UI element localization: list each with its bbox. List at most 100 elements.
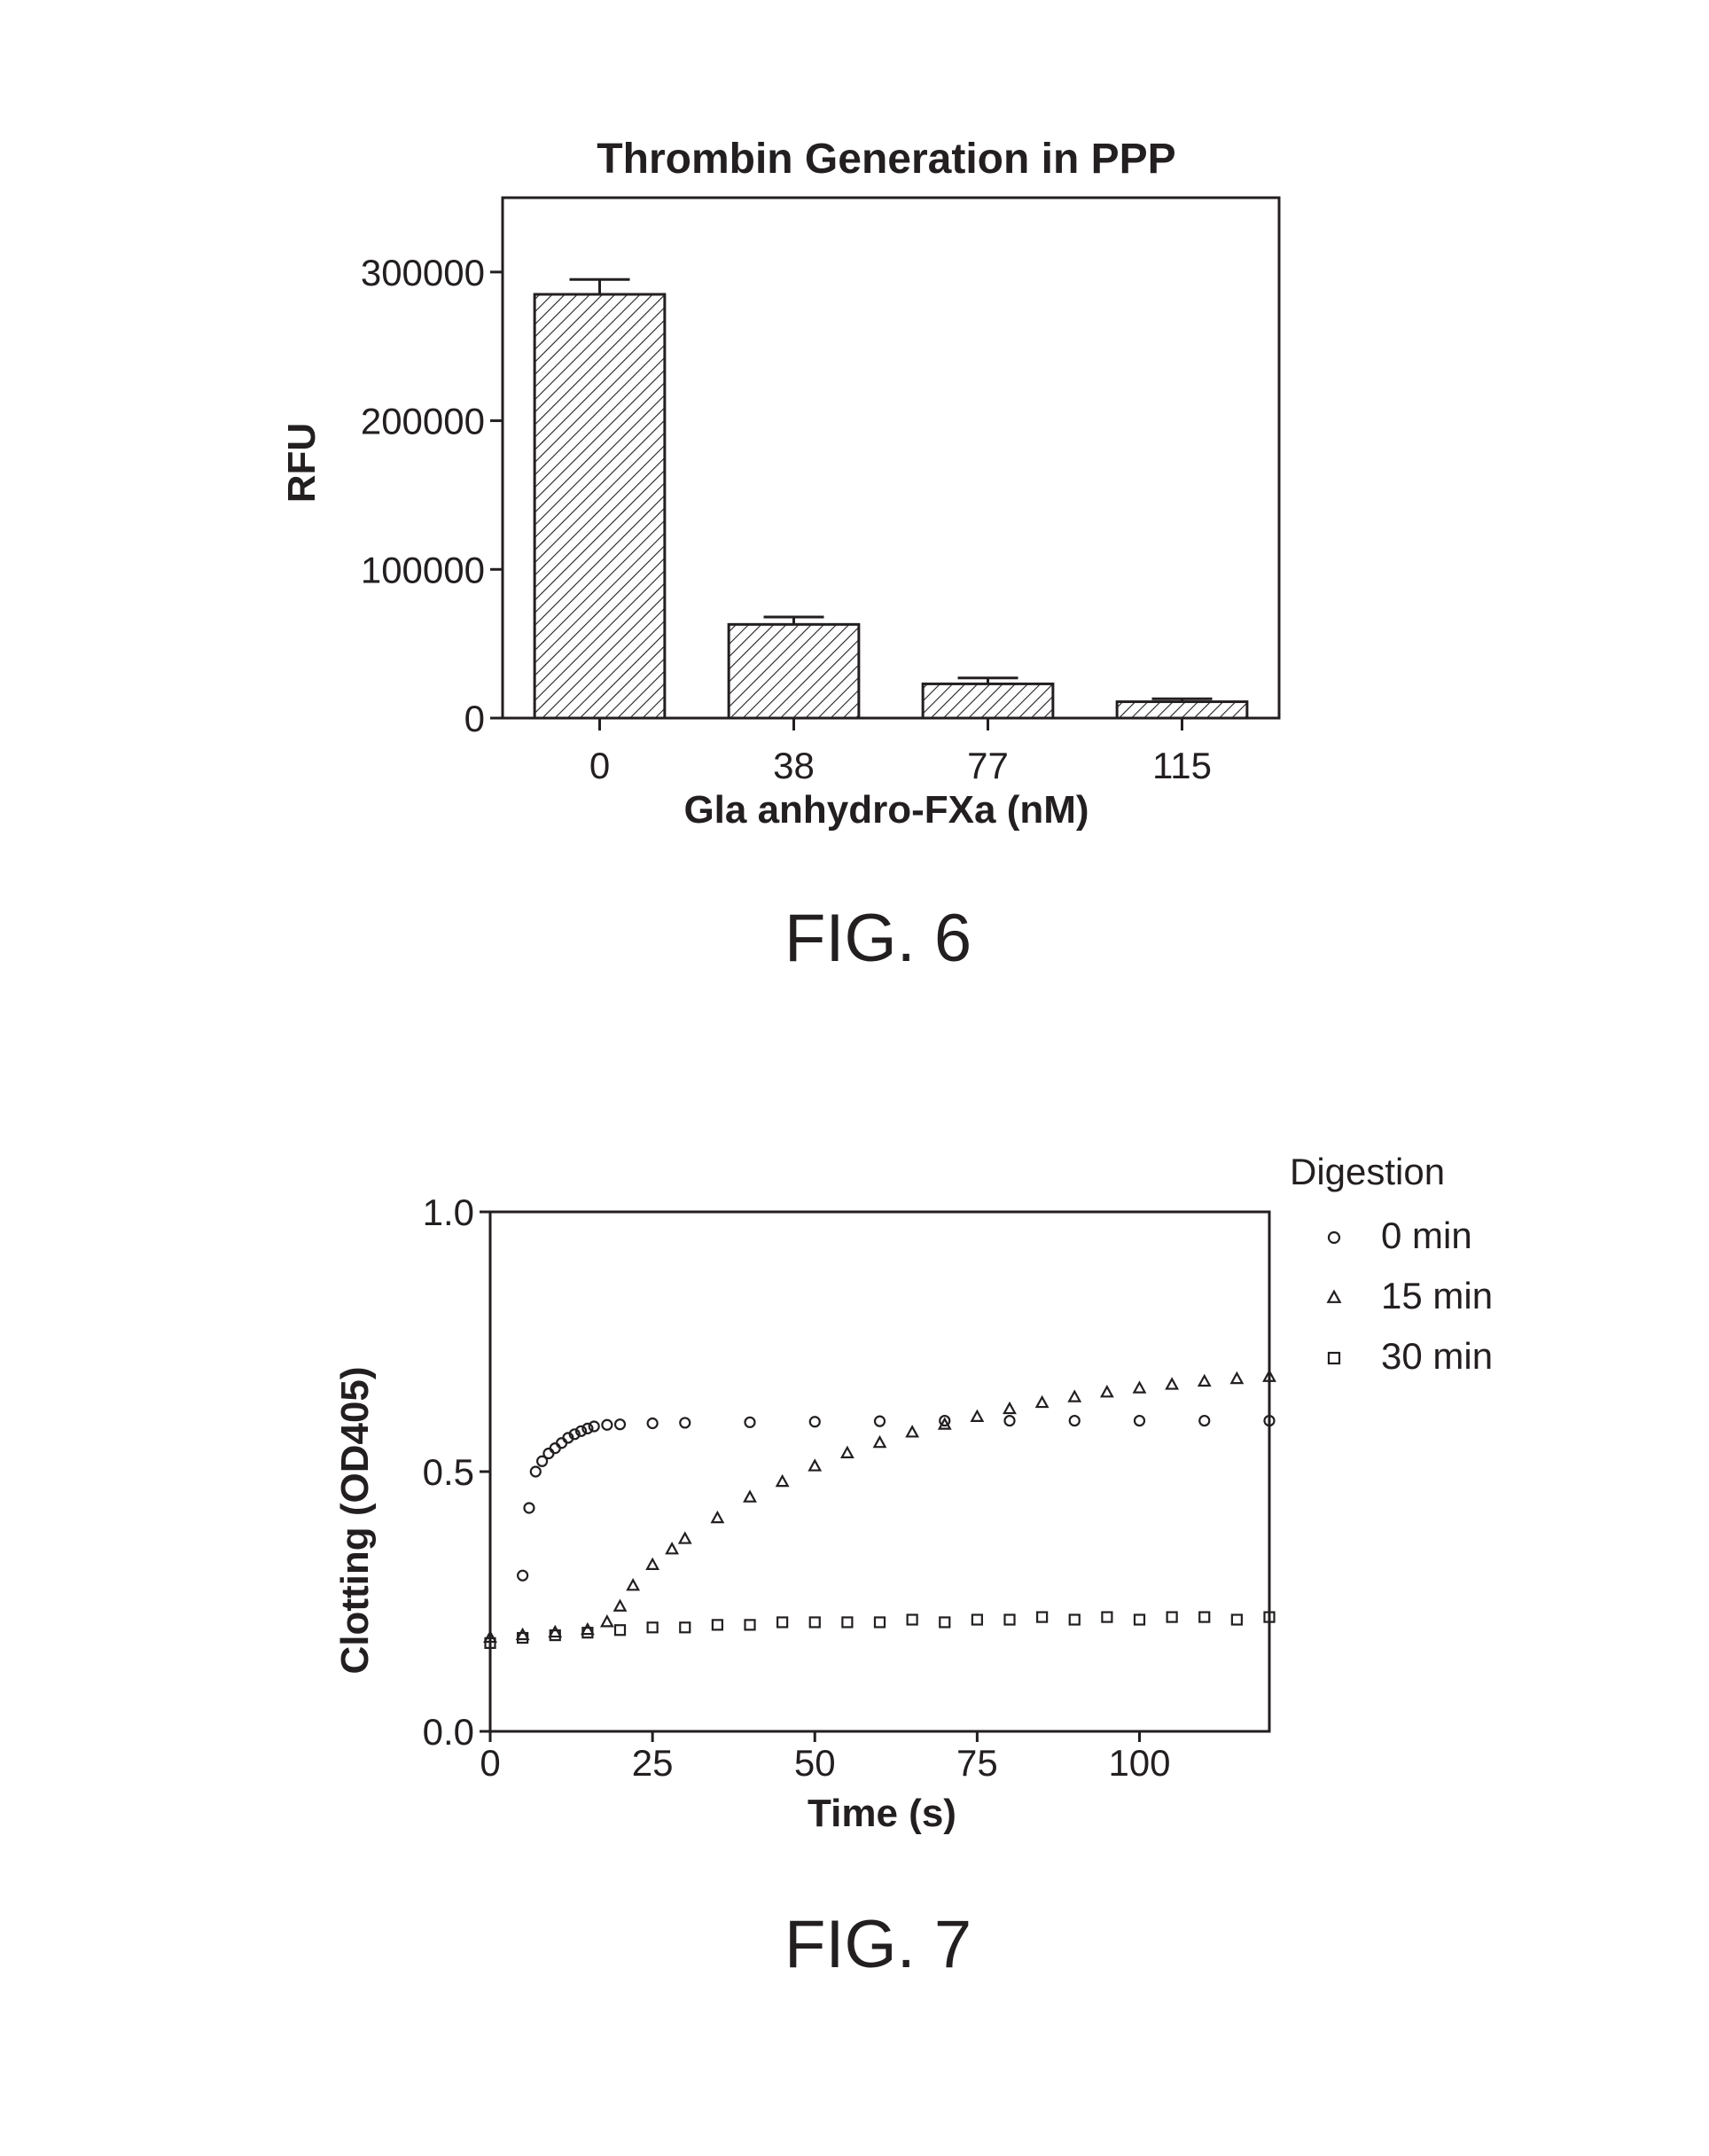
chart1-xtick-label: 0 <box>589 745 610 786</box>
series-0-min <box>518 1416 1274 1581</box>
data-point <box>518 1571 527 1581</box>
chart1-xtick-label: 77 <box>967 745 1009 786</box>
data-point <box>602 1616 613 1626</box>
data-point <box>875 1417 885 1426</box>
data-point <box>1135 1615 1144 1625</box>
legend-label-30min: 30 min <box>1381 1335 1493 1377</box>
legend-marker-0-min <box>1329 1232 1339 1243</box>
data-point <box>680 1418 690 1427</box>
chart1-ytick-label: 300000 <box>361 252 485 293</box>
bar <box>923 684 1053 718</box>
legend-label-0min: 0 min <box>1381 1215 1472 1256</box>
data-point <box>1005 1416 1015 1426</box>
legend-label-15min: 15 min <box>1381 1275 1493 1316</box>
legend-title: Digestion <box>1290 1151 1445 1192</box>
data-point <box>582 1624 593 1634</box>
bar <box>535 294 665 718</box>
data-point <box>1199 1416 1209 1426</box>
data-point <box>777 1617 787 1627</box>
data-point <box>745 1418 755 1427</box>
chart2-ylabel: Clotting (OD405) <box>333 1366 377 1674</box>
data-point <box>1070 1615 1080 1625</box>
clotting-scatter-chart: Clotting (OD405) Time (s) Digestion 0 mi… <box>0 1117 1709 1915</box>
data-point <box>908 1615 917 1625</box>
data-point <box>712 1512 722 1522</box>
data-point <box>543 1449 553 1458</box>
data-point <box>842 1617 852 1627</box>
data-point <box>647 1559 658 1569</box>
data-point <box>524 1504 534 1513</box>
data-point <box>589 1422 599 1432</box>
chart1-ytick-label: 0 <box>464 698 485 739</box>
fig7-caption: FIG. 7 <box>784 1906 972 1983</box>
data-point <box>809 1461 820 1471</box>
series-30-min <box>486 1613 1275 1648</box>
data-point <box>615 1419 625 1429</box>
data-point <box>602 1420 612 1430</box>
data-point <box>1037 1397 1048 1407</box>
chart1-xtick-label: 115 <box>1152 745 1212 786</box>
legend-marker-30-min <box>1329 1353 1339 1363</box>
chart2-xtick-label: 75 <box>956 1742 998 1784</box>
chart2-ytick-label: 1.0 <box>423 1191 474 1233</box>
data-point <box>1199 1376 1210 1386</box>
bar <box>729 624 859 718</box>
data-point <box>1135 1416 1144 1426</box>
fig6-caption: FIG. 6 <box>784 900 972 977</box>
data-point <box>557 1438 566 1448</box>
chart2-xlabel: Time (s) <box>808 1792 956 1835</box>
data-point <box>1037 1613 1047 1622</box>
data-point <box>1069 1392 1080 1402</box>
chart2-xtick-label: 0 <box>480 1742 500 1784</box>
data-point <box>1102 1613 1112 1622</box>
chart2-xtick-label: 50 <box>794 1742 836 1784</box>
data-point <box>615 1625 625 1635</box>
data-point <box>713 1620 722 1629</box>
series-15-min <box>485 1371 1275 1642</box>
chart1-title: Thrombin Generation in PPP <box>597 136 1175 183</box>
bar <box>1117 702 1247 718</box>
data-point <box>1167 1613 1177 1622</box>
data-point <box>518 1629 528 1639</box>
data-point <box>614 1601 625 1611</box>
thrombin-bar-chart: Thrombin Generation in PPP RFU Gla anhyd… <box>0 106 1709 993</box>
chart1-ytick-label: 200000 <box>361 401 485 442</box>
data-point <box>550 1443 560 1453</box>
data-point <box>680 1534 691 1543</box>
data-point <box>745 1492 755 1502</box>
data-point <box>550 1627 560 1637</box>
data-point <box>1134 1383 1144 1393</box>
data-point <box>1167 1379 1177 1389</box>
data-point <box>940 1617 949 1627</box>
data-point <box>680 1622 690 1632</box>
data-point <box>810 1617 820 1627</box>
legend-marker-15-min <box>1328 1292 1339 1302</box>
data-point <box>1102 1387 1112 1396</box>
chart2-xtick-label: 100 <box>1108 1742 1170 1784</box>
data-point <box>810 1417 820 1426</box>
data-point <box>667 1543 677 1553</box>
data-point <box>648 1418 658 1428</box>
data-point <box>1004 1403 1015 1413</box>
chart1-ylabel: RFU <box>280 423 324 503</box>
chart1-xlabel: Gla anhydro-FXa (nM) <box>683 788 1089 832</box>
chart2-ytick-label: 0.5 <box>423 1451 474 1493</box>
chart2-xtick-label: 25 <box>632 1742 674 1784</box>
data-point <box>972 1615 982 1625</box>
data-point <box>907 1426 917 1436</box>
chart1-ytick-label: 100000 <box>361 549 485 590</box>
chart2-legend <box>1328 1232 1339 1363</box>
data-point <box>745 1620 755 1629</box>
data-point <box>875 1617 885 1627</box>
data-point <box>628 1580 638 1590</box>
data-point <box>1231 1373 1242 1383</box>
data-point <box>1070 1416 1080 1426</box>
data-point <box>842 1448 853 1457</box>
data-point <box>531 1467 541 1477</box>
chart2-plot-frame <box>490 1212 1269 1731</box>
data-point <box>1005 1615 1015 1625</box>
data-point <box>874 1437 885 1447</box>
chart1-xtick-label: 38 <box>773 745 815 786</box>
data-point <box>777 1476 788 1486</box>
